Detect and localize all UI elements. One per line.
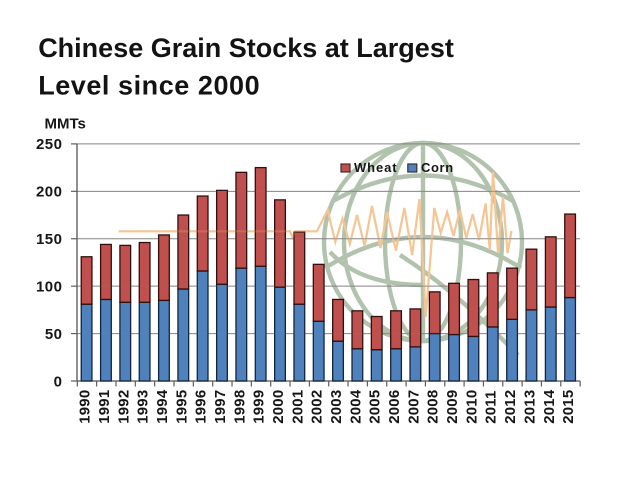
svg-text:1996: 1996: [193, 390, 210, 424]
svg-text:2010: 2010: [463, 390, 480, 424]
svg-text:0: 0: [54, 373, 63, 390]
svg-text:1993: 1993: [135, 390, 152, 424]
svg-text:2011: 2011: [483, 390, 500, 423]
svg-text:Corn: Corn: [421, 160, 454, 175]
svg-text:1990: 1990: [77, 390, 94, 424]
svg-text:2001: 2001: [289, 390, 306, 424]
svg-text:2008: 2008: [425, 390, 442, 424]
svg-text:MMTs: MMTs: [45, 116, 86, 133]
svg-text:2014: 2014: [541, 389, 558, 424]
svg-text:1999: 1999: [251, 390, 268, 424]
svg-text:100: 100: [36, 278, 63, 295]
svg-text:150: 150: [36, 231, 63, 248]
svg-text:2002: 2002: [309, 390, 326, 424]
svg-text:Level since 2000: Level since 2000: [38, 71, 260, 101]
svg-text:2012: 2012: [502, 390, 519, 424]
svg-text:2000: 2000: [270, 390, 287, 424]
svg-text:2013: 2013: [521, 390, 538, 424]
svg-text:50: 50: [45, 326, 63, 343]
svg-text:2007: 2007: [405, 390, 422, 424]
svg-text:1995: 1995: [173, 390, 190, 424]
svg-text:250: 250: [36, 136, 63, 153]
svg-text:2003: 2003: [328, 390, 345, 424]
svg-text:2009: 2009: [444, 390, 461, 424]
svg-text:1992: 1992: [115, 390, 132, 424]
svg-text:2006: 2006: [386, 390, 403, 424]
svg-text:2015: 2015: [560, 390, 577, 424]
svg-text:1991: 1991: [96, 390, 113, 424]
svg-text:1997: 1997: [212, 390, 229, 424]
svg-text:1998: 1998: [231, 390, 248, 424]
svg-text:2004: 2004: [347, 389, 364, 424]
svg-text:200: 200: [36, 184, 63, 201]
svg-text:1994: 1994: [154, 389, 171, 424]
svg-text:Wheat: Wheat: [354, 160, 398, 175]
svg-text:2005: 2005: [367, 390, 384, 424]
svg-text:Chinese Grain Stocks at Larges: Chinese Grain Stocks at Largest: [38, 33, 454, 63]
